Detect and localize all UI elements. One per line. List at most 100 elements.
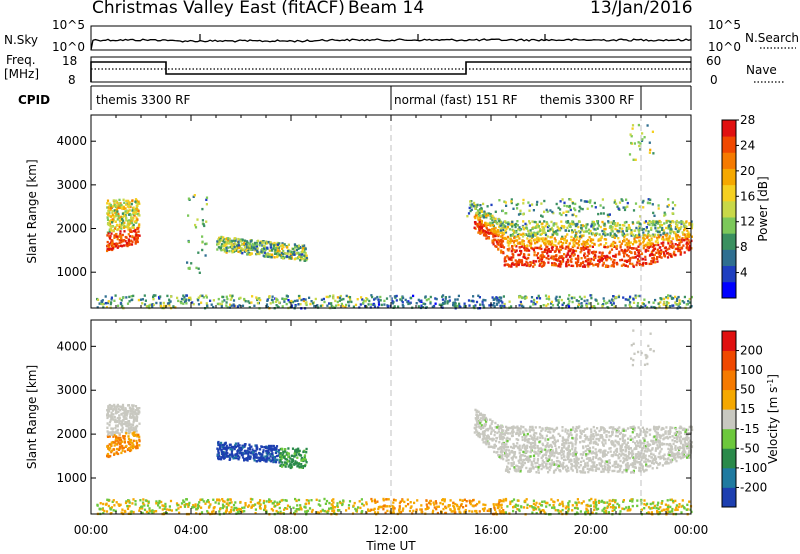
power-cell (584, 230, 587, 233)
power-cell (166, 294, 169, 298)
velocity-cell (490, 430, 493, 433)
power-cell (539, 229, 542, 233)
power-cell (110, 296, 113, 299)
power-cell (113, 203, 116, 207)
power-cell (226, 297, 229, 301)
power-cell (596, 265, 600, 268)
power-cell (394, 296, 397, 299)
velocity-cell (136, 416, 139, 419)
power-cell (597, 224, 600, 227)
power-cell (321, 304, 324, 307)
velocity-cell (592, 433, 595, 436)
power-cell (472, 205, 475, 208)
velocity-cell (114, 439, 117, 442)
velocity-cell (273, 460, 276, 463)
power-cell (601, 251, 604, 254)
power-cell (668, 247, 671, 250)
velocity-cell (272, 445, 275, 448)
power-cell (500, 242, 503, 246)
power-cell (304, 248, 307, 251)
power-cell (517, 202, 520, 206)
power-cell (182, 302, 185, 305)
nave-label: Nave (746, 63, 777, 77)
power-cell (564, 247, 567, 250)
velocity-cell (521, 444, 524, 448)
cpid-segment-label: normal (fast) 151 RF (394, 93, 518, 107)
power-cell (675, 238, 679, 242)
power-cell (602, 303, 605, 306)
power-cell (302, 247, 305, 250)
power-cell (656, 236, 659, 239)
velocity-cell (532, 467, 535, 470)
power-cell (110, 242, 113, 245)
power-cell (222, 247, 225, 251)
power-cell (502, 223, 505, 227)
power-cell (130, 239, 133, 242)
power-cell (632, 298, 635, 301)
power-cell (482, 234, 486, 237)
velocity-cell (637, 426, 640, 429)
power-cell (507, 244, 510, 247)
power-cell (269, 243, 272, 247)
power-cell (559, 240, 562, 244)
power-cell (682, 222, 685, 225)
power-cell (147, 305, 150, 308)
velocity-cell (611, 469, 614, 473)
power-cell (230, 304, 233, 307)
power-cell (246, 252, 249, 255)
power-cell (666, 256, 670, 259)
power-cell (197, 267, 200, 270)
power-cell (101, 303, 104, 306)
power-cell (561, 198, 564, 201)
power-cell (655, 251, 658, 254)
power-cell (656, 233, 660, 236)
velocity-cell (532, 433, 535, 437)
velocity-cell (281, 456, 284, 459)
power-cell (109, 302, 112, 306)
power-cell (683, 301, 686, 304)
power-cell (578, 220, 581, 223)
velocity-cell (496, 424, 499, 427)
velocity-cell (571, 464, 574, 468)
power-cell (629, 295, 632, 298)
power-cell (504, 259, 508, 263)
velocity-cell (131, 432, 134, 435)
power-cell (677, 247, 680, 250)
power-cell (573, 253, 576, 256)
power-cell (130, 298, 133, 302)
power-cell (680, 225, 683, 228)
power-cell (107, 248, 111, 251)
velocity-cell (295, 449, 298, 452)
power-cell (285, 302, 288, 306)
power-cell (639, 215, 642, 218)
power-cell (248, 306, 251, 309)
power-cell (559, 245, 562, 248)
power-cell (232, 299, 236, 302)
power-cell (616, 263, 619, 266)
power-cell (305, 254, 308, 257)
power-cell (129, 228, 132, 231)
power-cell (108, 202, 111, 205)
power-cell (216, 243, 219, 246)
power-cell (541, 240, 544, 243)
power-cell (594, 256, 597, 260)
power-cell (415, 302, 418, 305)
power-cell (188, 296, 191, 300)
velocity-cell (108, 424, 111, 427)
power-cell (560, 237, 563, 240)
power-cell (557, 301, 560, 304)
power-cell (549, 240, 552, 243)
power-cell (567, 224, 570, 227)
velocity-cell (642, 430, 645, 434)
velocity-cell (567, 434, 570, 437)
power-cell (128, 219, 131, 222)
power-cell (563, 225, 566, 229)
power-cell (192, 303, 195, 306)
power-cell (530, 233, 533, 236)
velocity-cell (669, 428, 672, 431)
power-cell (266, 246, 269, 249)
velocity-cell (482, 418, 485, 421)
power-cell (330, 304, 333, 308)
power-cell (677, 295, 680, 299)
power-cell (470, 208, 473, 211)
